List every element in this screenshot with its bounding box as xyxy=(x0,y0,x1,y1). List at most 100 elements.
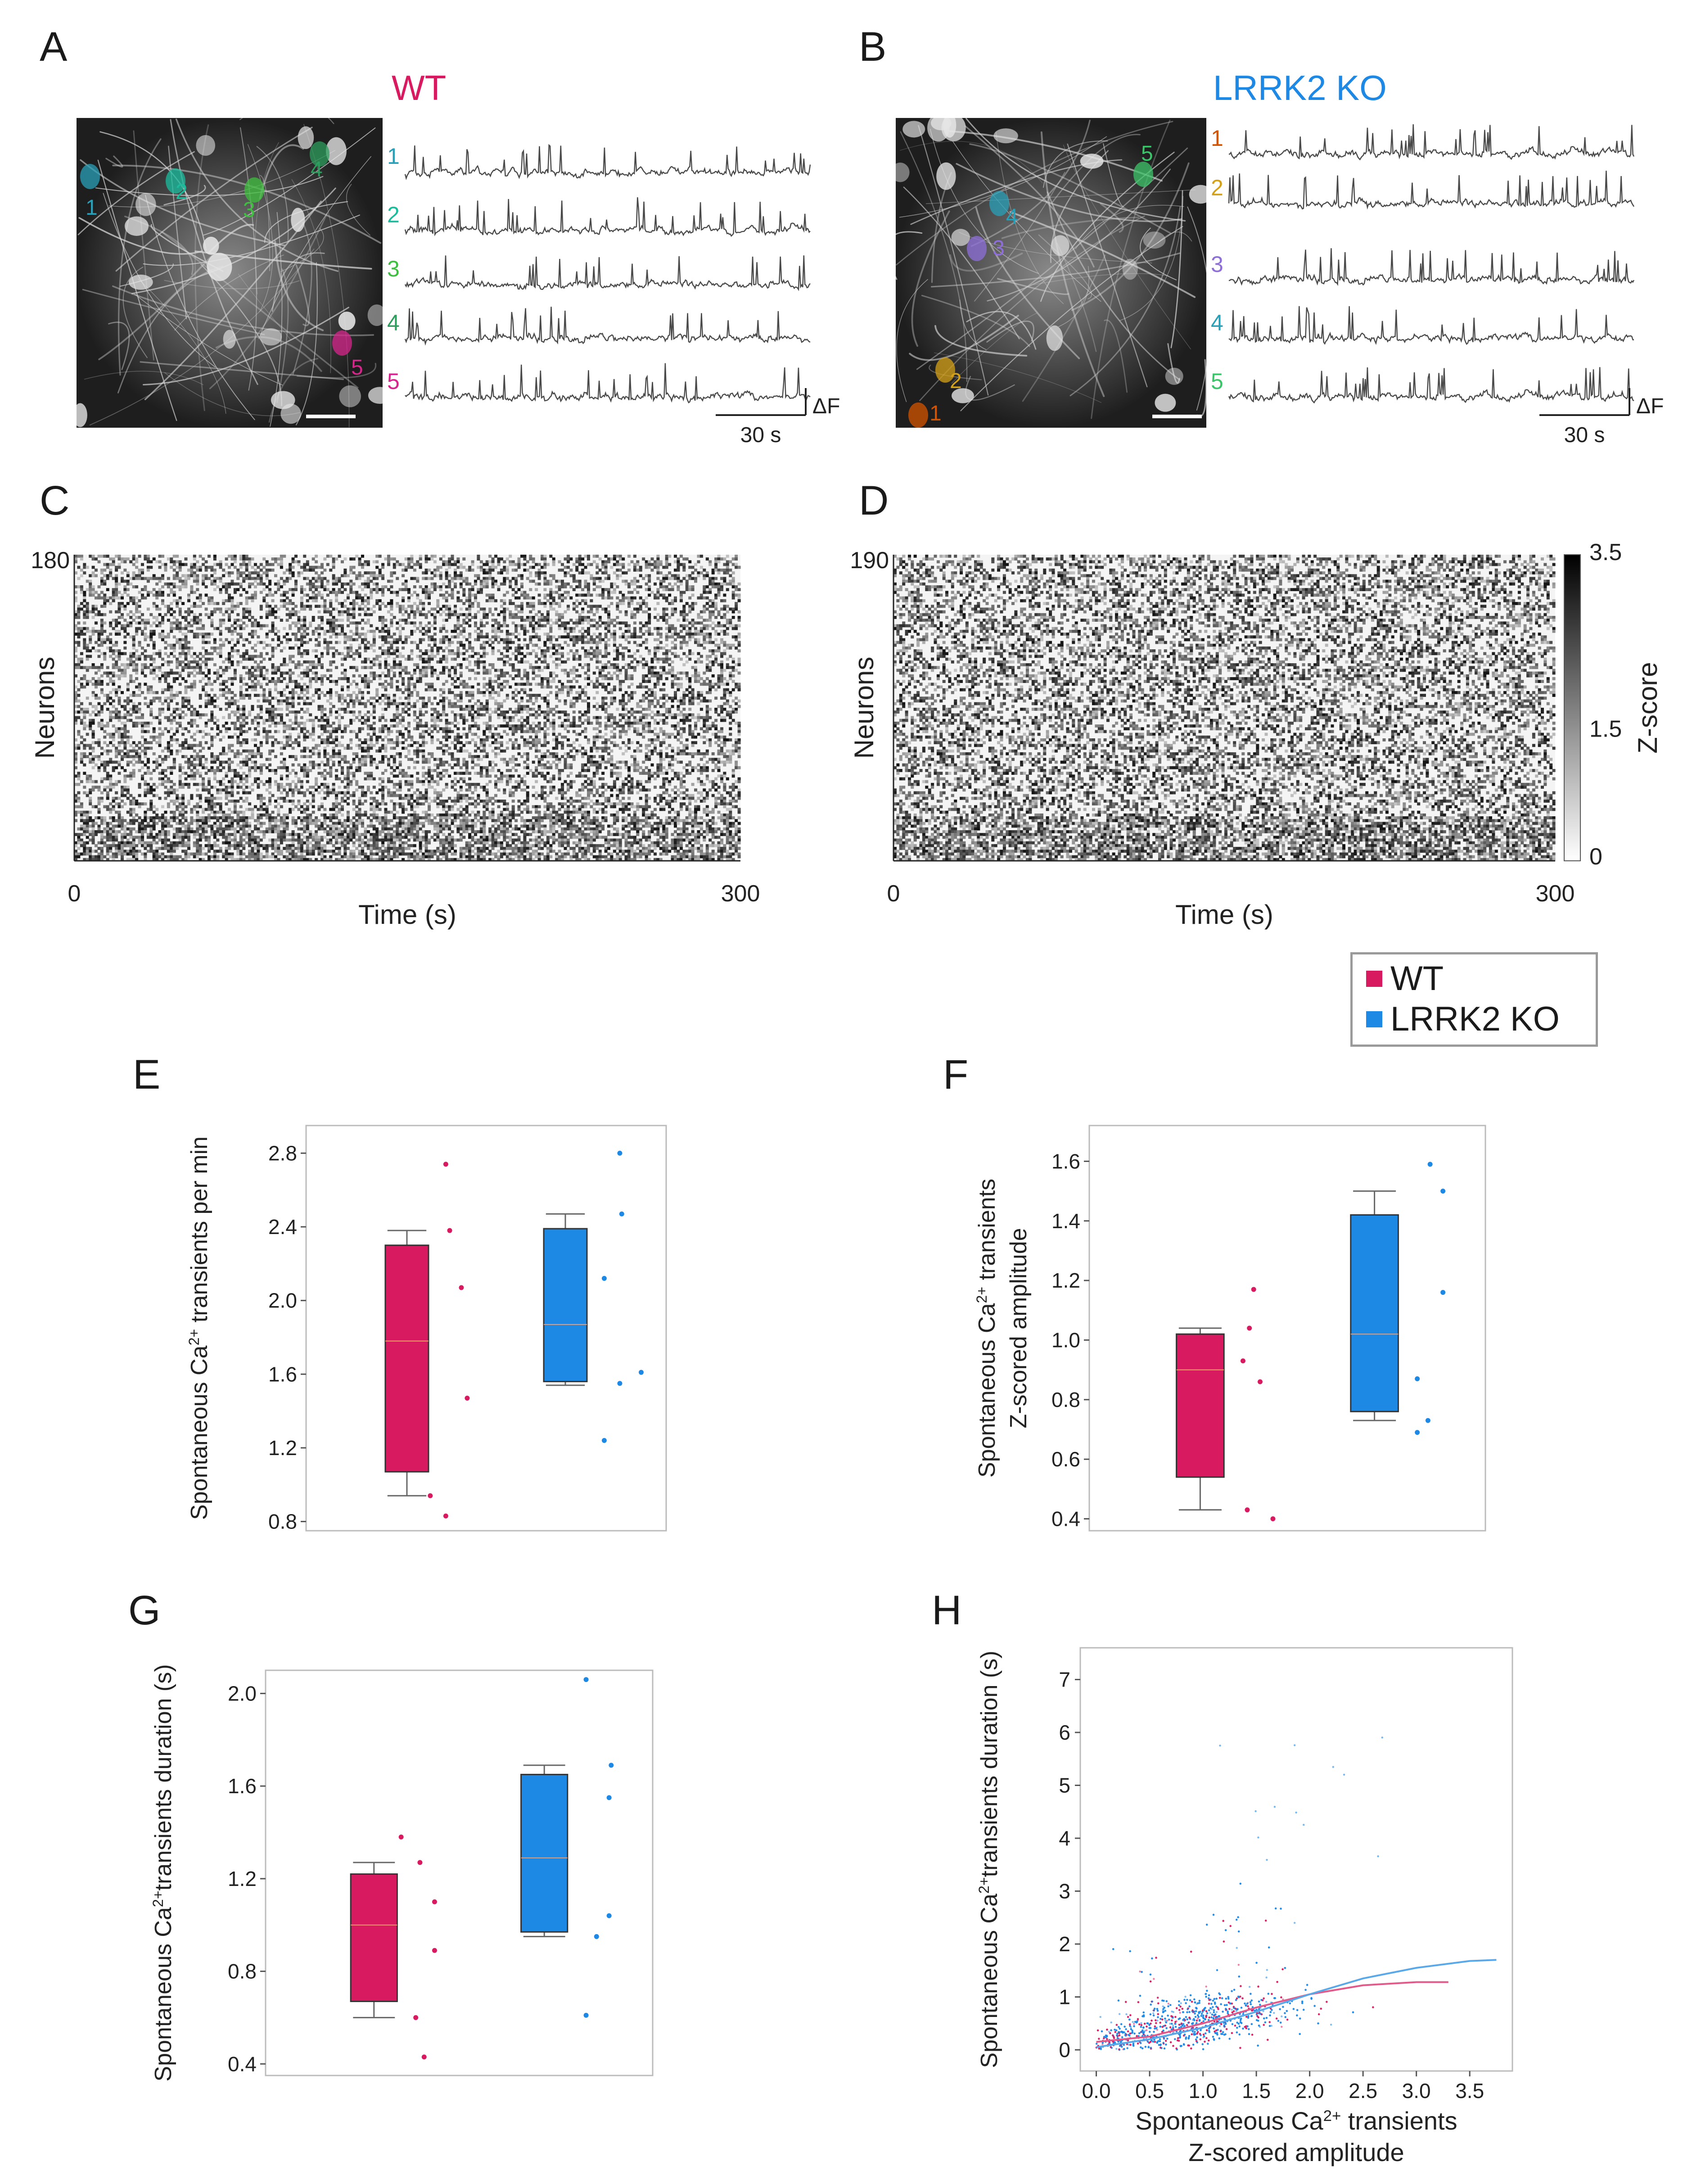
heat-cell xyxy=(297,629,301,633)
trace-4 xyxy=(1228,306,1634,345)
heat-cell xyxy=(387,669,390,672)
heat-cell xyxy=(236,602,240,605)
heat-cell xyxy=(514,613,518,616)
heat-cell xyxy=(488,593,492,597)
heat-cell xyxy=(413,577,416,580)
heat-cell xyxy=(283,555,286,558)
heat-cell xyxy=(366,657,370,661)
soma xyxy=(339,385,361,407)
heat-cell xyxy=(590,647,593,650)
heat-cell xyxy=(289,563,292,566)
heat-cell xyxy=(184,579,188,583)
heat-cell xyxy=(616,560,619,564)
heat-cell xyxy=(242,683,246,686)
heat-cell xyxy=(726,563,729,566)
heat-cell xyxy=(529,621,532,625)
heat-cell xyxy=(190,563,194,566)
heat-cell xyxy=(306,669,309,672)
heat-cell xyxy=(167,655,170,658)
heat-cell xyxy=(584,619,587,622)
heat-cell xyxy=(523,671,527,675)
neurite xyxy=(255,142,279,294)
heat-cell xyxy=(685,688,689,692)
heat-cell xyxy=(329,610,333,614)
heat-cell xyxy=(445,657,448,661)
heat-cell xyxy=(532,605,535,608)
heat-cell xyxy=(265,643,269,647)
heat-cell xyxy=(648,627,651,630)
heat-cell xyxy=(648,565,651,569)
heat-cell xyxy=(642,677,645,680)
heat-cell xyxy=(526,652,529,656)
heat-cell xyxy=(633,629,636,633)
heat-cell xyxy=(338,588,341,591)
heat-cell xyxy=(650,671,654,675)
heat-cell xyxy=(731,674,735,678)
heat-cell xyxy=(199,593,202,597)
heat-cell xyxy=(566,593,570,597)
heat-cell xyxy=(210,599,214,602)
heat-cell xyxy=(685,660,689,664)
heat-cell xyxy=(222,660,226,664)
heat-cell xyxy=(251,657,254,661)
heat-cell xyxy=(520,616,523,619)
heat-cell xyxy=(262,624,266,628)
heat-cell xyxy=(491,619,495,622)
heat-cell xyxy=(671,674,674,678)
heat-cell xyxy=(488,610,492,614)
heat-cell xyxy=(317,574,321,578)
heat-cell xyxy=(532,607,535,611)
heat-cell xyxy=(714,602,718,605)
heat-cell xyxy=(346,680,350,683)
heat-cell xyxy=(280,674,283,678)
heat-cell xyxy=(262,599,266,602)
heat-cell xyxy=(91,629,95,633)
heat-cell xyxy=(430,555,434,558)
heat-cell xyxy=(97,560,101,564)
heat-cell xyxy=(497,674,501,678)
heat-cell xyxy=(303,593,307,597)
roi-cell-2 xyxy=(166,168,185,194)
heat-cell xyxy=(135,666,139,669)
heat-cell xyxy=(335,579,338,583)
heat-cell xyxy=(390,666,393,669)
heat-cell xyxy=(454,674,457,678)
heat-cell xyxy=(213,663,217,666)
heat-cell xyxy=(436,674,440,678)
heat-cell xyxy=(187,641,190,644)
heat-cell xyxy=(468,610,472,614)
heat-cell xyxy=(717,677,721,680)
heat-cell xyxy=(332,582,335,586)
heat-cell xyxy=(541,565,544,569)
heat-cell xyxy=(648,616,651,619)
heat-cell xyxy=(601,607,605,611)
heat-cell xyxy=(430,624,434,628)
heat-cell xyxy=(187,593,190,597)
heat-cell xyxy=(424,652,428,656)
heat-cell xyxy=(208,680,211,683)
heat-cell xyxy=(439,613,442,616)
heat-cell xyxy=(665,649,668,652)
heat-cell xyxy=(665,619,668,622)
heat-cell xyxy=(306,560,309,564)
heat-cell xyxy=(578,685,582,689)
heat-cell xyxy=(91,605,95,608)
heat-cell xyxy=(193,680,196,683)
heat-cell xyxy=(326,588,329,591)
heat-cell xyxy=(694,669,697,672)
heat-cell xyxy=(465,613,469,616)
heat-cell xyxy=(735,593,738,597)
heat-cell xyxy=(428,557,431,561)
heat-cell xyxy=(161,599,164,602)
heat-cell xyxy=(677,557,680,561)
heat-cell xyxy=(610,585,614,588)
heat-cell xyxy=(618,652,622,656)
heat-cell xyxy=(86,629,89,633)
heat-cell xyxy=(349,629,353,633)
heat-cell xyxy=(601,593,605,597)
heat-cell xyxy=(158,649,162,652)
heat-cell xyxy=(711,602,715,605)
heat-cell xyxy=(607,624,610,628)
heat-cell xyxy=(317,627,321,630)
heat-cell xyxy=(126,571,130,574)
